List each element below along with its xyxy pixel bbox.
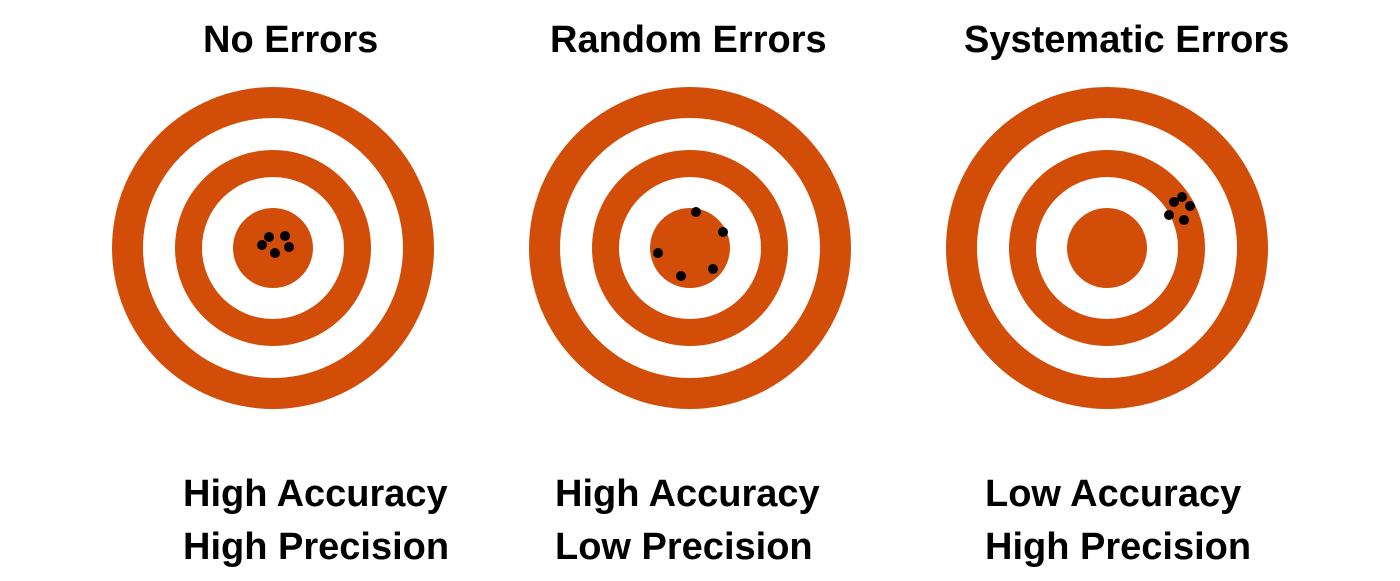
bullseye bbox=[1067, 208, 1147, 288]
shot-mark bbox=[280, 231, 290, 241]
shot-mark bbox=[676, 271, 686, 281]
panel-title: No Errors bbox=[203, 19, 379, 61]
shot-mark bbox=[653, 248, 663, 258]
shot-mark bbox=[691, 207, 701, 217]
target-graphic bbox=[112, 87, 434, 409]
bullseye bbox=[233, 208, 313, 288]
shot-mark bbox=[284, 242, 294, 252]
shot-mark bbox=[1169, 197, 1179, 207]
target-graphic bbox=[946, 87, 1268, 409]
caption-accuracy: High Accuracy bbox=[183, 473, 448, 515]
panel-title: Random Errors bbox=[550, 19, 827, 61]
shot-mark bbox=[270, 248, 280, 258]
shot-mark bbox=[708, 264, 718, 274]
shot-mark bbox=[1177, 192, 1187, 202]
caption-precision: High Precision bbox=[183, 526, 450, 568]
caption-accuracy: Low Accuracy bbox=[985, 473, 1242, 515]
caption-accuracy: High Accuracy bbox=[555, 473, 820, 515]
bullseye bbox=[650, 208, 730, 288]
caption-precision: Low Precision bbox=[555, 526, 813, 568]
shot-mark bbox=[1185, 201, 1195, 211]
shot-mark bbox=[264, 232, 274, 242]
target-graphic bbox=[529, 87, 851, 409]
shot-mark bbox=[257, 240, 267, 250]
target-random-errors bbox=[529, 87, 851, 409]
shot-mark bbox=[1179, 215, 1189, 225]
target-systematic-errors bbox=[946, 87, 1268, 409]
shot-mark bbox=[1164, 210, 1174, 220]
caption-precision: High Precision bbox=[985, 526, 1252, 568]
target-no-errors bbox=[112, 87, 434, 409]
panel-title: Systematic Errors bbox=[964, 19, 1290, 61]
shot-mark bbox=[718, 227, 728, 237]
